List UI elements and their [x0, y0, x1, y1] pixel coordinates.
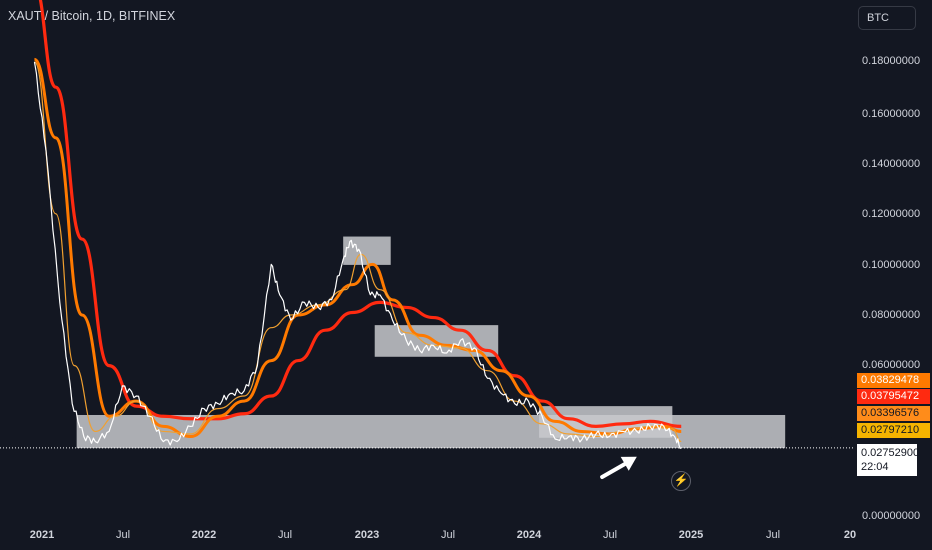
annotation-arrow-shaft — [600, 459, 631, 480]
y-tick-label: 0.18000000 — [862, 55, 921, 67]
moving-average-line — [38, 0, 682, 428]
bar-countdown: 22:04 — [861, 461, 889, 473]
y-tick-label: 0.12000000 — [862, 208, 921, 220]
x-tick-label: 2024 — [516, 529, 542, 541]
y-tick-label: 0.08000000 — [862, 309, 921, 321]
last-price-value: 0.02752900 — [861, 447, 920, 459]
x-tick-label: 2022 — [191, 529, 217, 541]
series-layer — [0, 0, 855, 449]
x-tick-label: Jul — [440, 529, 456, 541]
moving-average-line — [33, 61, 682, 443]
moving-average-line — [32, 57, 682, 439]
x-tick-label: Jul — [765, 529, 781, 541]
zone-layer — [76, 236, 786, 449]
x-tick-label: Jul — [277, 529, 293, 541]
ma-price-label: 0.03396576 — [857, 406, 930, 421]
x-tick-label: 2025 — [678, 529, 704, 541]
y-tick-label: 0.16000000 — [862, 108, 921, 120]
y-tick-label: 0.06000000 — [862, 359, 921, 371]
x-tick-label: 2021 — [29, 529, 55, 541]
price-line — [33, 61, 682, 449]
x-tick-label: 2023 — [354, 529, 380, 541]
y-tick-label: 0.00000000 — [862, 510, 921, 522]
x-tick-label: Jul — [602, 529, 618, 541]
x-tick-label: Jul — [115, 529, 131, 541]
chart-title: XAUT / Bitcoin, 1D, BITFINEX — [8, 9, 176, 23]
ma-price-label: 0.03829478 — [857, 373, 930, 388]
annotation-arrow-head — [620, 456, 637, 471]
currency-button[interactable]: BTC — [858, 6, 916, 30]
y-tick-label: 0.10000000 — [862, 259, 921, 271]
lightning-bolt-icon[interactable]: ⚡ — [671, 471, 691, 491]
ma-price-label: 0.03795472 — [857, 389, 930, 404]
last-price-label: 0.02752900 22:04 — [857, 444, 920, 476]
ma-price-label: 0.02797210 — [857, 423, 930, 438]
y-tick-label: 0.14000000 — [862, 158, 921, 170]
x-tick-label: 20 — [843, 529, 857, 541]
annotation-layer — [600, 456, 637, 480]
